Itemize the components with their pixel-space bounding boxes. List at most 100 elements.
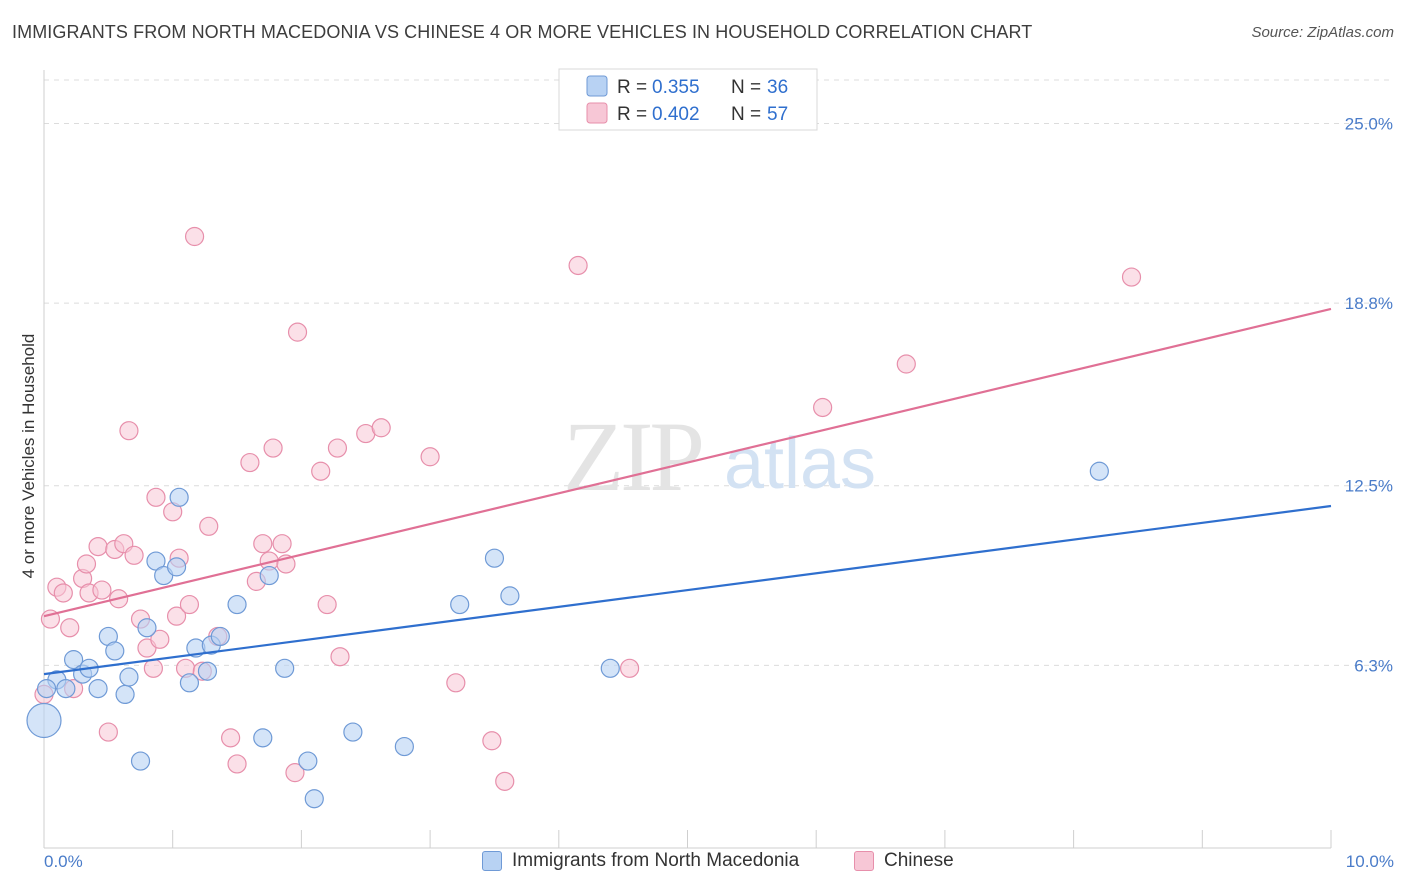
chinese-point: [88, 536, 108, 557]
north-macedonia-point: [88, 679, 108, 699]
y-tick-label: 6.3%: [1354, 656, 1393, 675]
chinese-point: [76, 554, 97, 574]
north-macedonia-point: [169, 487, 189, 507]
legend-item-chinese: Chinese: [854, 850, 954, 872]
trend-lines: [43, 307, 1332, 676]
north-macedonia-points: [26, 461, 1109, 809]
chinese-point: [92, 580, 112, 600]
chinese-point: [227, 754, 247, 774]
chinese-point: [420, 447, 440, 467]
legend-label-north-macedonia: Immigrants from North Macedonia: [512, 850, 800, 871]
north-macedonia-point: [298, 751, 318, 771]
legend-top-r-label-blue: R =: [617, 77, 647, 98]
legend-top-r-value-blue: 0.355: [652, 77, 700, 98]
north-macedonia-point: [484, 548, 505, 568]
legend-top: R = 0.355 N = 36 R = 0.402 N = 57: [558, 68, 818, 131]
chinese-point: [619, 658, 640, 678]
legend-swatch-north-macedonia: [482, 851, 502, 871]
chinese-point: [317, 594, 337, 615]
north-macedonia-trend-line: [43, 504, 1332, 676]
north-macedonia-point: [179, 673, 200, 693]
watermark: ZIP atlas: [563, 401, 876, 512]
chinese-point: [184, 226, 205, 247]
north-macedonia-point: [500, 586, 520, 606]
north-macedonia-point: [119, 667, 139, 687]
chinese-point: [285, 763, 305, 783]
chinese-point: [1121, 267, 1142, 287]
chinese-point: [813, 397, 833, 418]
y-tick-label: 18.8%: [1345, 294, 1393, 313]
x-ticks: [172, 830, 1332, 848]
chinese-point: [371, 418, 391, 438]
y-tick-label: 25.0%: [1345, 114, 1393, 133]
chinese-point: [287, 322, 308, 342]
chinese-point: [311, 461, 331, 481]
chinese-point: [146, 487, 166, 507]
gridlines: [44, 79, 1393, 666]
legend-top-r-value-pink: 0.402: [652, 104, 700, 125]
y-tick-labels: 6.3% 12.5% 18.8% 25.0%: [1345, 114, 1393, 675]
watermark-zip: ZIP: [563, 401, 701, 512]
north-macedonia-point: [450, 594, 470, 615]
chinese-point: [446, 673, 466, 693]
chinese-point: [143, 658, 163, 678]
x-tick-label-max: 10.0%: [1345, 852, 1394, 871]
north-macedonia-point: [105, 641, 125, 661]
chinese-point: [60, 618, 80, 638]
chinese-point: [330, 647, 350, 667]
chinese-point: [495, 771, 515, 791]
north-macedonia-point: [304, 789, 324, 809]
chinese-point: [263, 438, 283, 458]
chinese-point: [166, 606, 187, 626]
legend-top-n-label-blue: N =: [731, 77, 761, 98]
legend-top-n-value-pink: 57: [767, 104, 788, 125]
legend-top-swatch-blue: [586, 75, 608, 97]
chinese-point: [327, 438, 348, 458]
chinese-point: [124, 545, 144, 565]
legend-top-n-label-pink: N =: [731, 104, 761, 125]
y-tick-label: 12.5%: [1345, 477, 1393, 496]
chinese-point: [98, 722, 118, 742]
chinese-point: [240, 452, 260, 473]
legend-label-chinese: Chinese: [884, 850, 954, 871]
source-label: Source: ZipAtlas.com: [1251, 24, 1394, 41]
north-macedonia-point: [197, 661, 218, 681]
north-macedonia-point: [227, 594, 247, 615]
legend-bottom: Immigrants from North Macedonia Chinese: [0, 850, 1406, 880]
chinese-point: [272, 534, 292, 554]
y-axis-label: 4 or more Vehicles in Household: [19, 334, 38, 579]
north-macedonia-point: [26, 702, 62, 739]
legend-top-r-label-pink: R =: [617, 104, 647, 125]
chart-title: IMMIGRANTS FROM NORTH MACEDONIA VS CHINE…: [12, 22, 1033, 42]
x-tick-label-min: 0.0%: [44, 852, 83, 871]
north-macedonia-point: [600, 658, 620, 678]
north-macedonia-point: [36, 679, 57, 699]
chinese-point: [199, 516, 219, 536]
north-macedonia-point: [115, 684, 135, 705]
north-macedonia-point: [259, 565, 279, 586]
north-macedonia-point: [253, 728, 273, 748]
chinese-point: [221, 728, 241, 748]
legend-item-north-macedonia: Immigrants from North Macedonia: [482, 850, 799, 872]
north-macedonia-point: [56, 679, 76, 699]
chinese-point: [53, 583, 73, 603]
north-macedonia-point: [130, 751, 151, 771]
chinese-point: [253, 534, 273, 554]
chinese-trend-line: [43, 307, 1332, 618]
chinese-point: [482, 731, 502, 751]
chinese-point: [150, 629, 170, 649]
north-macedonia-point: [1089, 461, 1109, 481]
legend-swatch-chinese: [854, 851, 874, 871]
north-macedonia-point: [64, 650, 84, 670]
north-macedonia-point: [394, 736, 414, 757]
legend-top-swatch-pink: [586, 102, 608, 124]
chinese-point: [896, 354, 916, 374]
legend-top-n-value-blue: 36: [767, 77, 788, 98]
north-macedonia-point: [343, 722, 363, 742]
chinese-point: [119, 421, 139, 441]
north-macedonia-point: [275, 658, 295, 678]
north-macedonia-point: [137, 618, 157, 638]
north-macedonia-point: [166, 557, 187, 577]
chinese-point: [568, 255, 588, 276]
